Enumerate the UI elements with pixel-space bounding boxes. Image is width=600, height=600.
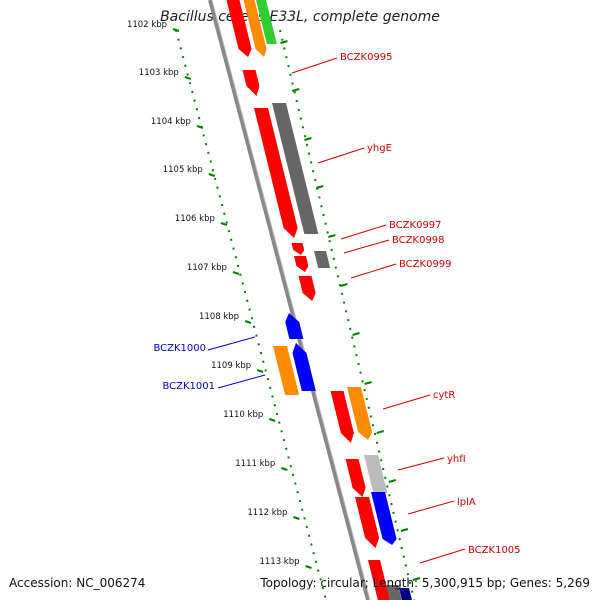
scale-tick [208, 173, 216, 177]
kbp-label: 1109 kbp [211, 361, 251, 371]
gene-label: yhfI [447, 454, 466, 465]
scale-tick [184, 76, 192, 80]
kbp-label: 1110 kbp [223, 410, 263, 420]
gene-label: lplA [457, 497, 476, 508]
gene-arrow-red [242, 70, 260, 96]
genome-summary-text: Topology: circular; Length: 5,300,915 bp… [260, 576, 590, 590]
scale-tick [292, 88, 300, 92]
gene-arrow-navy [399, 588, 412, 600]
gene-label: BCZK0997 [389, 220, 442, 231]
scale-tick [280, 40, 288, 44]
gene-arrow-orange [273, 346, 300, 395]
scale-ruler-right [279, 29, 415, 600]
kbp-label: 1108 kbp [199, 312, 239, 322]
gene-arrow-red [330, 391, 354, 443]
kbp-label: 1103 kbp [139, 68, 179, 78]
gene-label: BCZK1005 [468, 545, 521, 556]
gene-arrow-red [294, 256, 309, 272]
scale-tick [412, 577, 421, 581]
gene-label: cytR [433, 390, 455, 401]
gene-label-leader [291, 57, 338, 74]
gene-arrow-blue [292, 343, 316, 391]
kbp-label: 1111 kbp [235, 459, 275, 469]
scale-tick [256, 369, 264, 373]
gene-label: BCZK0995 [340, 52, 393, 63]
scale-tick [340, 283, 348, 287]
kbp-label: 1113 kbp [259, 557, 299, 567]
gene-label-leader [407, 500, 455, 515]
gene-arrow-gray [314, 251, 331, 268]
gene-arrow-green [256, 0, 277, 44]
kbp-label: 1105 kbp [163, 165, 203, 175]
kbp-label: 1107 kbp [187, 263, 227, 273]
gene-label-leader [350, 263, 397, 279]
scale-tick [376, 430, 384, 434]
accession-text: Accession: NC_006274 [9, 576, 146, 590]
kbp-label: 1104 kbp [151, 117, 191, 127]
scale-tick [232, 271, 240, 275]
gene-arrow-red [226, 0, 252, 57]
gene-label-leader [397, 457, 445, 471]
gene-label: BCZK0999 [399, 259, 452, 270]
gene-label-leader [340, 224, 387, 240]
gene-arrow-red [345, 459, 366, 497]
gene-arrow-gray [386, 585, 402, 600]
scale-tick [172, 28, 180, 32]
kbp-label: 1112 kbp [247, 508, 287, 518]
scale-tick [305, 565, 312, 569]
gene-arrow-red [254, 108, 298, 238]
scale-tick [315, 185, 324, 189]
gene-arrow-blue [285, 313, 304, 339]
scale-tick [268, 418, 276, 422]
gene-label-leader [419, 548, 466, 564]
gene-arrow-lightgray [364, 455, 388, 493]
gene-label: yhgE [367, 143, 392, 154]
scale-tick [304, 137, 312, 141]
scale-tick [293, 516, 300, 520]
gene-arrow-gray [272, 103, 319, 234]
gene-label: BCZK1000 [153, 343, 206, 354]
scale-tick [364, 381, 372, 385]
gene-label-leader [382, 394, 431, 410]
gene-arrow-blue [371, 492, 397, 545]
gene-label: BCZK0998 [392, 235, 445, 246]
kbp-label: 1106 kbp [175, 214, 215, 224]
scale-tick [328, 234, 336, 238]
scale-tick [388, 479, 397, 483]
genome-backbone-highlight [211, 0, 371, 600]
kbp-label: 1102 kbp [127, 20, 167, 30]
gene-arrow-red [355, 497, 380, 548]
scale-tick [244, 320, 252, 324]
gene-arrow-orange [243, 0, 267, 57]
genome-backbone [208, 0, 370, 600]
gene-arrow-red [291, 243, 305, 255]
gene-arrow-orange [347, 387, 373, 440]
gene-arrow-red [298, 276, 316, 301]
gene-label-leader [207, 336, 256, 351]
gene-label-leader [317, 147, 365, 164]
scale-tick [281, 467, 288, 471]
scale-tick [196, 125, 204, 129]
gene-label: BCZK1001 [162, 381, 215, 392]
gene-arrow-red [368, 560, 390, 600]
scale-tick [352, 332, 360, 336]
gene-label-leader [343, 239, 390, 254]
gene-label-leader [217, 374, 266, 389]
scale-tick [220, 222, 228, 226]
scale-tick [400, 528, 409, 532]
